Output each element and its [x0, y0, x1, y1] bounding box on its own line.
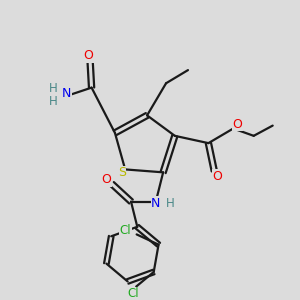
- Text: N: N: [62, 87, 71, 100]
- Text: O: O: [101, 173, 111, 186]
- Text: S: S: [118, 167, 126, 179]
- Text: N: N: [151, 196, 160, 209]
- Text: Cl: Cl: [120, 224, 131, 237]
- Text: H: H: [49, 82, 57, 95]
- Text: H: H: [166, 196, 174, 209]
- Text: H: H: [49, 95, 57, 108]
- Text: O: O: [84, 49, 94, 62]
- Text: Cl: Cl: [128, 287, 139, 300]
- Text: O: O: [212, 169, 222, 183]
- Text: O: O: [233, 118, 243, 130]
